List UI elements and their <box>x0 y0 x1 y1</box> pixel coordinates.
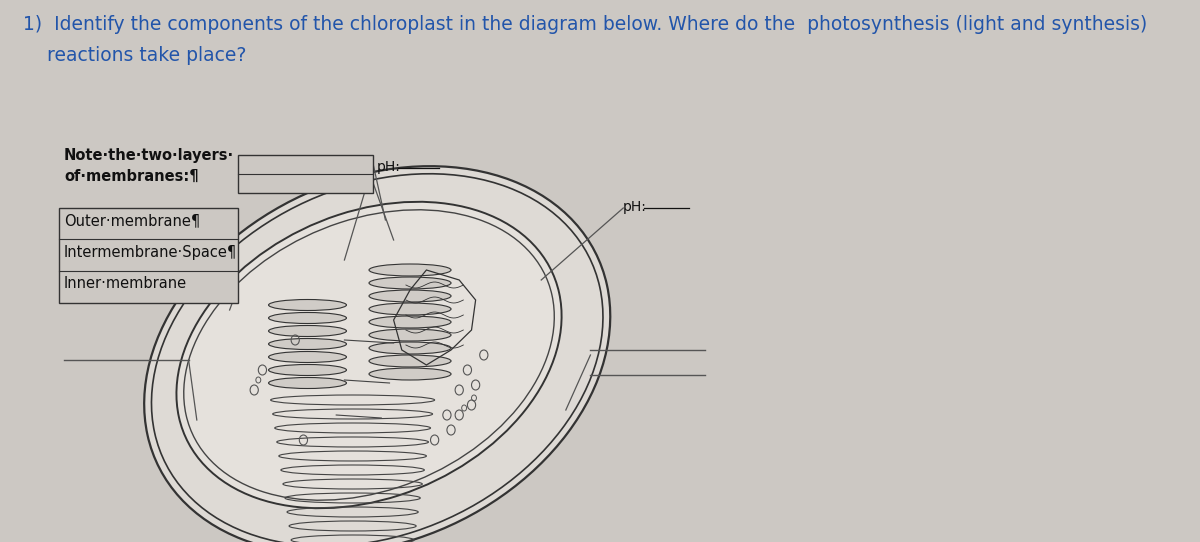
Text: Outer·membrane¶: Outer·membrane¶ <box>64 213 200 228</box>
Ellipse shape <box>269 300 347 311</box>
Text: pH:: pH: <box>377 160 401 174</box>
Ellipse shape <box>370 316 451 328</box>
Text: 1)  Identify the components of the chloroplast in the diagram below. Where do th: 1) Identify the components of the chloro… <box>23 15 1147 34</box>
Ellipse shape <box>370 342 451 354</box>
Ellipse shape <box>269 352 347 363</box>
Ellipse shape <box>370 303 451 315</box>
Ellipse shape <box>269 339 347 350</box>
Ellipse shape <box>269 377 347 389</box>
Text: reactions take place?: reactions take place? <box>23 46 246 65</box>
Ellipse shape <box>144 166 611 542</box>
FancyBboxPatch shape <box>238 155 373 193</box>
Ellipse shape <box>370 355 451 367</box>
Ellipse shape <box>370 264 451 276</box>
Ellipse shape <box>370 277 451 289</box>
Ellipse shape <box>176 202 562 508</box>
Ellipse shape <box>269 313 347 324</box>
Ellipse shape <box>370 290 451 302</box>
Ellipse shape <box>370 368 451 380</box>
Ellipse shape <box>269 365 347 376</box>
Ellipse shape <box>269 326 347 337</box>
FancyBboxPatch shape <box>59 208 238 303</box>
Text: pH:: pH: <box>623 200 647 214</box>
Text: Intermembrane·Space¶: Intermembrane·Space¶ <box>64 245 238 260</box>
Text: Inner·membrane: Inner·membrane <box>64 276 187 291</box>
Ellipse shape <box>370 329 451 341</box>
Text: Note·the·two·layers·
of·membranes:¶: Note·the·two·layers· of·membranes:¶ <box>64 148 234 184</box>
